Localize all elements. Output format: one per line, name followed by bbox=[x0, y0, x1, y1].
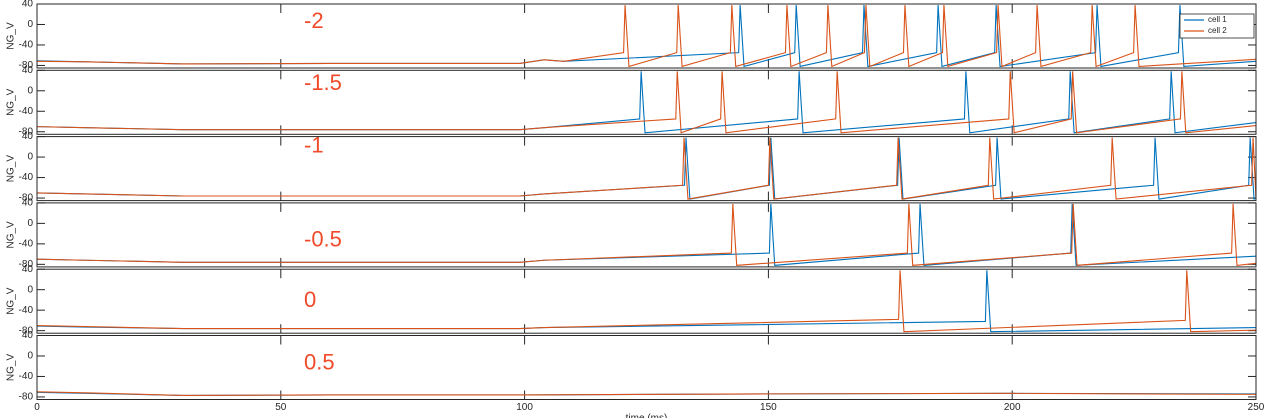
y-tick-label: 0 bbox=[27, 218, 33, 229]
y-tick-label: -80 bbox=[19, 325, 34, 336]
panel: -80 -40 0 40 NG_V -1 bbox=[6, 131, 1257, 204]
y-tick-label: 40 bbox=[22, 330, 34, 341]
y-tick-label: 40 bbox=[22, 65, 34, 76]
plot-area bbox=[37, 136, 1256, 201]
y-tick-label: -80 bbox=[19, 193, 34, 204]
y-tick-label: 0 bbox=[27, 85, 33, 96]
panel-frame bbox=[36, 335, 1257, 400]
panel-frame bbox=[36, 136, 1257, 202]
y-tick-label: -80 bbox=[19, 259, 34, 270]
x-axis-label: time (ms) bbox=[626, 413, 668, 418]
panel-frame bbox=[36, 268, 1257, 334]
y-tick-label: 0 bbox=[27, 19, 33, 30]
x-tick-label: 200 bbox=[1004, 402, 1021, 413]
annotation: -0.5 bbox=[304, 227, 342, 252]
panel-frame bbox=[36, 69, 1257, 135]
y-tick-label: 40 bbox=[22, 131, 34, 142]
y-tick-label: -80 bbox=[19, 126, 34, 137]
y-axis-label: NG_V bbox=[6, 287, 17, 315]
trace bbox=[36, 71, 1257, 134]
panel: -80 -40 0 40 NG_V 0 bbox=[6, 264, 1257, 336]
x-tick-label: 50 bbox=[275, 402, 287, 413]
y-tick-label: -40 bbox=[19, 106, 34, 117]
panel: -80 -40 0 40 NG_V -2 cell 1 cell 2 bbox=[6, 0, 1257, 71]
plot-area bbox=[37, 269, 1256, 334]
annotation: -1 bbox=[304, 132, 324, 157]
y-axis-label: NG_V bbox=[6, 155, 17, 183]
trace bbox=[36, 270, 1257, 333]
y-tick-label: 40 bbox=[22, 264, 34, 275]
y-tick-label: 40 bbox=[22, 0, 34, 10]
trace bbox=[36, 203, 1257, 266]
y-tick-label: 0 bbox=[27, 351, 33, 362]
y-tick-label: -40 bbox=[19, 371, 34, 382]
y-tick-label: 0 bbox=[27, 152, 33, 163]
panel: -80 -40 0 40 0 50 100 150 200 250 NG_V 0.5 time (ms) bbox=[6, 330, 1265, 418]
y-tick-label: -40 bbox=[19, 239, 34, 250]
y-tick-label: -40 bbox=[19, 40, 34, 51]
legend-label: cell 2 bbox=[1208, 26, 1227, 35]
y-axis-label: NG_V bbox=[6, 88, 17, 116]
y-tick-label: -80 bbox=[19, 392, 34, 403]
plot-area bbox=[37, 4, 1256, 68]
annotation: -1.5 bbox=[304, 70, 342, 95]
trace bbox=[36, 137, 1257, 200]
x-tick-label: 150 bbox=[760, 402, 777, 413]
y-axis-label: NG_V bbox=[6, 22, 17, 50]
y-tick-label: -40 bbox=[19, 172, 34, 183]
y-tick-label: 0 bbox=[27, 284, 33, 295]
y-tick-label: 40 bbox=[22, 198, 34, 209]
y-axis-label: NG_V bbox=[6, 221, 17, 249]
trace bbox=[36, 4, 1257, 68]
annotation: 0.5 bbox=[304, 349, 335, 374]
annotation: 0 bbox=[304, 287, 316, 312]
y-tick-label: -40 bbox=[19, 305, 34, 316]
panel-frame bbox=[36, 202, 1257, 268]
panel-frame bbox=[36, 3, 1257, 69]
x-tick-label: 100 bbox=[516, 402, 533, 413]
x-tick-label: 250 bbox=[1248, 402, 1265, 413]
legend-box bbox=[1179, 13, 1255, 39]
panel: -80 -40 0 40 NG_V -0.5 bbox=[6, 198, 1257, 270]
x-tick-label: 0 bbox=[34, 402, 40, 413]
trace bbox=[36, 391, 1257, 396]
y-axis-label: NG_V bbox=[6, 354, 17, 382]
annotation: -2 bbox=[304, 8, 324, 33]
y-tick-label: -80 bbox=[19, 60, 34, 71]
legend-label: cell 1 bbox=[1208, 15, 1227, 24]
panel: -80 -40 0 40 NG_V -1.5 bbox=[6, 65, 1257, 137]
plot-area bbox=[37, 335, 1256, 400]
